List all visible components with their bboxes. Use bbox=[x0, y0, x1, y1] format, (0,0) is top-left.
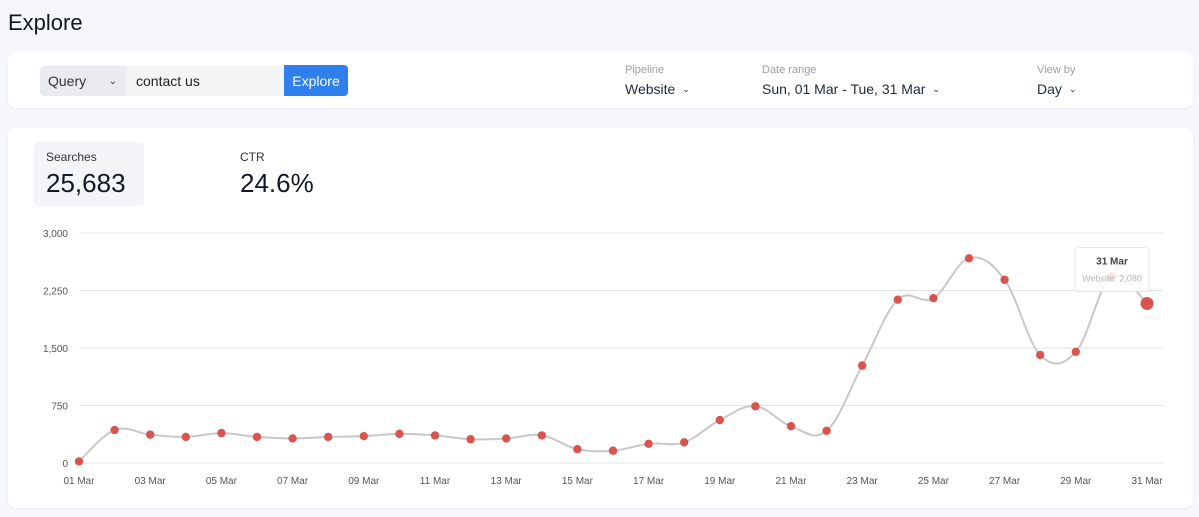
data-point[interactable] bbox=[573, 445, 582, 454]
data-point[interactable] bbox=[822, 426, 831, 435]
data-point[interactable] bbox=[858, 361, 867, 370]
data-point[interactable] bbox=[466, 435, 475, 444]
y-tick-label: 3,000 bbox=[43, 229, 68, 240]
data-point-highlighted[interactable] bbox=[1140, 297, 1154, 311]
x-tick-label: 25 Mar bbox=[918, 476, 950, 487]
x-tick-label: 31 Mar bbox=[1131, 476, 1163, 487]
y-tick-label: 2,250 bbox=[43, 287, 68, 298]
x-tick-label: 09 Mar bbox=[348, 476, 380, 487]
line-chart: 0 750 1,500 2,250 3,000 01 Mar 03 Mar 05 Mar 07… bbox=[43, 229, 1163, 487]
x-tick-label: 13 Mar bbox=[491, 476, 523, 487]
data-point[interactable] bbox=[110, 425, 119, 435]
data-point[interactable] bbox=[181, 432, 190, 442]
x-tick-label: 01 Mar bbox=[63, 476, 95, 487]
data-point[interactable] bbox=[395, 429, 404, 439]
chevron-down-icon: ⌄ bbox=[682, 83, 690, 94]
x-tick-label: 23 Mar bbox=[847, 476, 879, 487]
metric-ctr[interactable]: CTR 24.6% bbox=[228, 142, 338, 206]
data-point[interactable] bbox=[217, 428, 226, 438]
data-point[interactable] bbox=[964, 254, 974, 263]
metric-searches-label: Searches bbox=[46, 150, 97, 164]
x-tick-label: 03 Mar bbox=[135, 476, 167, 487]
date-range-value: Sun, 01 Mar - Tue, 31 Mar bbox=[762, 81, 926, 97]
metric-ctr-label: CTR bbox=[240, 150, 265, 164]
chart-card: Searches 25,683 CTR 24.6% 0 750 1,500 2,250… bbox=[8, 128, 1193, 508]
metric-searches[interactable]: Searches 25,683 bbox=[34, 142, 144, 206]
query-input[interactable] bbox=[126, 66, 284, 96]
x-tick-label: 07 Mar bbox=[277, 476, 309, 487]
data-point[interactable] bbox=[502, 434, 511, 443]
page-title: Explore bbox=[8, 10, 83, 35]
data-point[interactable] bbox=[288, 434, 297, 443]
data-point[interactable] bbox=[608, 446, 618, 455]
data-point[interactable] bbox=[1036, 350, 1045, 360]
chevron-down-icon: ⌄ bbox=[108, 75, 117, 87]
y-tick-label: 750 bbox=[51, 402, 68, 413]
pipeline-label: Pipeline bbox=[625, 64, 665, 76]
data-point[interactable] bbox=[359, 431, 368, 441]
x-tick-label: 15 Mar bbox=[562, 476, 594, 487]
x-tick-label: 21 Mar bbox=[775, 476, 807, 487]
data-point[interactable] bbox=[893, 295, 902, 304]
data-point[interactable] bbox=[1071, 347, 1081, 357]
data-point[interactable] bbox=[786, 422, 796, 431]
view-by-label: View by bbox=[1037, 64, 1076, 76]
data-point[interactable] bbox=[430, 431, 440, 440]
pipeline-value: Website bbox=[625, 81, 676, 97]
metric-ctr-value: 24.6% bbox=[240, 168, 314, 198]
x-tick-label: 05 Mar bbox=[206, 476, 238, 487]
pipeline-filter[interactable]: Pipeline Website ⌄ bbox=[625, 64, 690, 97]
data-point[interactable] bbox=[74, 457, 84, 466]
data-point[interactable] bbox=[715, 415, 724, 425]
filter-bar: Query ⌄ Explore Pipeline Website ⌄ Date … bbox=[8, 52, 1193, 108]
x-tick-label: 27 Mar bbox=[989, 476, 1021, 487]
data-point[interactable] bbox=[680, 438, 689, 447]
data-point[interactable] bbox=[146, 430, 155, 439]
data-point[interactable] bbox=[1000, 275, 1009, 284]
data-point[interactable] bbox=[929, 293, 938, 303]
date-range-filter[interactable]: Date range Sun, 01 Mar - Tue, 31 Mar ⌄ bbox=[762, 64, 940, 97]
data-point[interactable] bbox=[537, 431, 546, 440]
series-line bbox=[78, 256, 1148, 463]
query-type-label: Query bbox=[48, 73, 87, 89]
data-point[interactable] bbox=[252, 432, 262, 442]
view-by-value: Day bbox=[1037, 81, 1062, 97]
tooltip-title: 31 Mar bbox=[1096, 257, 1128, 268]
query-type-select[interactable]: Query ⌄ bbox=[40, 66, 126, 96]
y-tick-label: 0 bbox=[62, 459, 68, 470]
tooltip-text: Website: 2,080 bbox=[1082, 274, 1142, 284]
metric-searches-value: 25,683 bbox=[46, 168, 126, 198]
y-tick-label: 1,500 bbox=[43, 344, 68, 355]
x-tick-label: 17 Mar bbox=[633, 476, 665, 487]
explore-button[interactable]: Explore bbox=[284, 65, 348, 96]
data-point[interactable] bbox=[751, 402, 760, 411]
view-by-filter[interactable]: View by Day ⌄ bbox=[1037, 64, 1076, 97]
x-tick-label: 19 Mar bbox=[704, 476, 736, 487]
tooltip-box bbox=[1074, 247, 1150, 293]
x-tick-label: 11 Mar bbox=[420, 476, 451, 487]
chevron-down-icon: ⌄ bbox=[932, 83, 940, 94]
chevron-down-icon: ⌄ bbox=[1068, 83, 1077, 94]
date-range-label: Date range bbox=[762, 64, 817, 76]
chart-tooltip: 31 Mar Website: 2,080 bbox=[1074, 247, 1150, 293]
x-tick-label: 29 Mar bbox=[1060, 476, 1092, 487]
data-point[interactable] bbox=[324, 432, 333, 442]
data-point[interactable] bbox=[644, 439, 653, 449]
